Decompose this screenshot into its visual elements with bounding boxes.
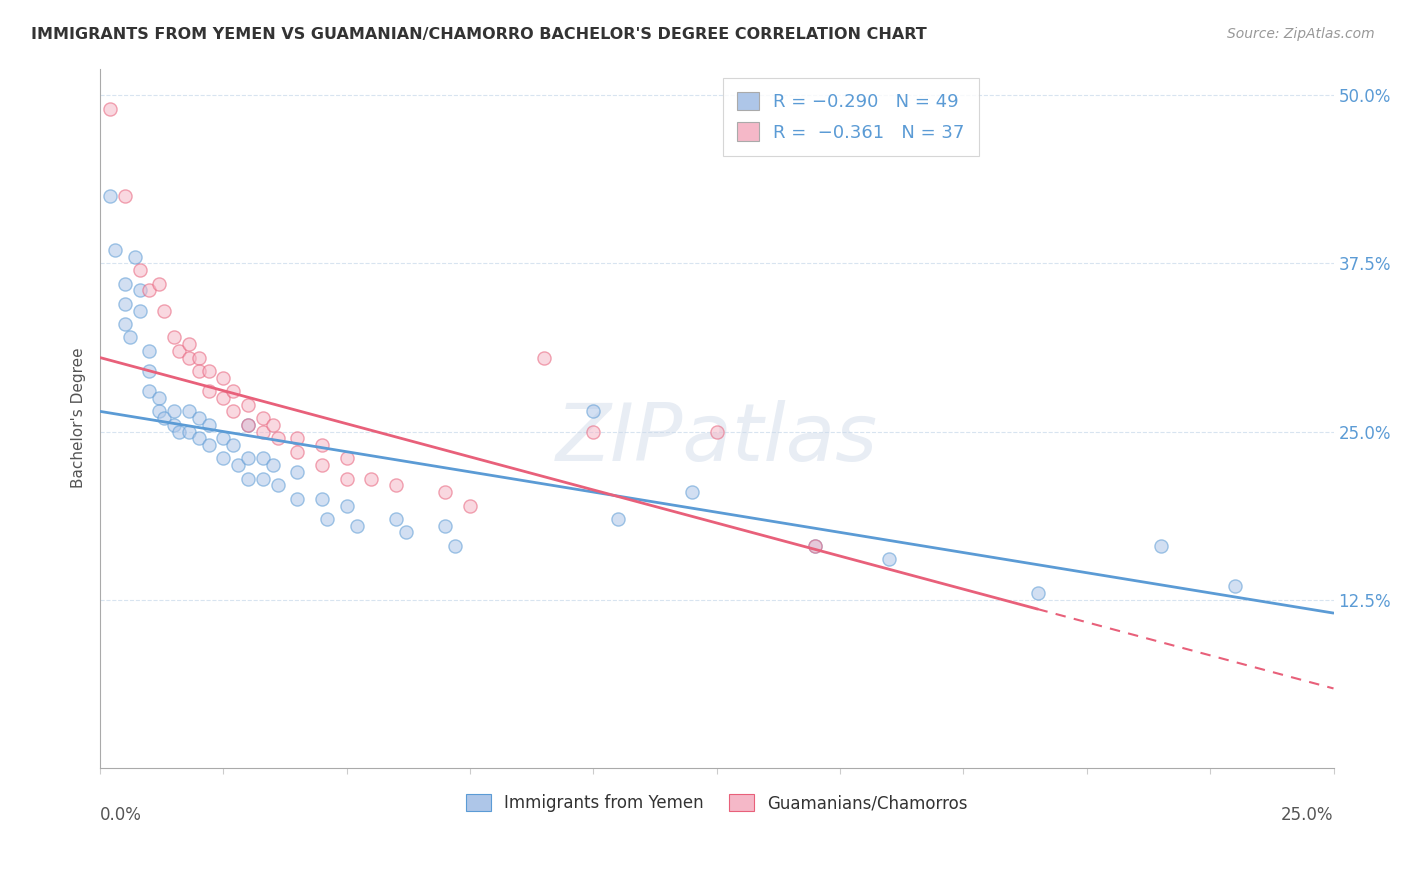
Point — [226, 458, 249, 472]
Point — [444, 539, 467, 553]
Point — [336, 472, 359, 486]
Point — [252, 425, 274, 439]
Point — [177, 425, 200, 439]
Point — [197, 384, 219, 399]
Point — [252, 411, 274, 425]
Point — [262, 458, 284, 472]
Point — [434, 485, 457, 500]
Point — [262, 417, 284, 432]
Point — [236, 451, 259, 466]
Point — [167, 425, 190, 439]
Point — [148, 277, 170, 291]
Point — [212, 391, 235, 405]
Point — [138, 343, 160, 358]
Point — [212, 371, 235, 385]
Point — [267, 478, 290, 492]
Point — [582, 425, 605, 439]
Point — [681, 485, 703, 500]
Text: 25.0%: 25.0% — [1281, 806, 1333, 824]
Point — [212, 451, 235, 466]
Point — [177, 337, 200, 351]
Point — [163, 417, 186, 432]
Point — [336, 451, 359, 466]
Point — [138, 384, 160, 399]
Point — [163, 330, 186, 344]
Point — [804, 539, 827, 553]
Point — [360, 472, 382, 486]
Point — [114, 297, 136, 311]
Point — [311, 458, 333, 472]
Point — [153, 303, 176, 318]
Point — [458, 499, 481, 513]
Point — [533, 351, 555, 365]
Point — [287, 491, 309, 506]
Point — [311, 491, 333, 506]
Point — [222, 384, 245, 399]
Point — [197, 417, 219, 432]
Point — [118, 330, 141, 344]
Point — [153, 411, 176, 425]
Point — [879, 552, 901, 566]
Point — [114, 189, 136, 203]
Point — [187, 364, 209, 378]
Point — [1150, 539, 1173, 553]
Point — [287, 465, 309, 479]
Point — [346, 518, 368, 533]
Point — [98, 189, 121, 203]
Text: IMMIGRANTS FROM YEMEN VS GUAMANIAN/CHAMORRO BACHELOR'S DEGREE CORRELATION CHART: IMMIGRANTS FROM YEMEN VS GUAMANIAN/CHAMO… — [31, 27, 927, 42]
Text: Source: ZipAtlas.com: Source: ZipAtlas.com — [1227, 27, 1375, 41]
Point — [336, 499, 359, 513]
Point — [128, 263, 150, 277]
Point — [114, 317, 136, 331]
Point — [187, 351, 209, 365]
Point — [138, 284, 160, 298]
Point — [385, 512, 408, 526]
Point — [148, 404, 170, 418]
Point — [236, 472, 259, 486]
Point — [212, 431, 235, 445]
Point — [252, 451, 274, 466]
Text: 0.0%: 0.0% — [100, 806, 142, 824]
Legend: R = −0.290   N = 49, R =  −0.361   N = 37: R = −0.290 N = 49, R = −0.361 N = 37 — [723, 78, 979, 156]
Point — [177, 404, 200, 418]
Y-axis label: Bachelor's Degree: Bachelor's Degree — [72, 348, 86, 489]
Point — [236, 417, 259, 432]
Point — [222, 404, 245, 418]
Text: ZIPatlas: ZIPatlas — [555, 401, 877, 478]
Point — [197, 364, 219, 378]
Point — [311, 438, 333, 452]
Point — [104, 243, 127, 257]
Point — [607, 512, 630, 526]
Point — [187, 411, 209, 425]
Point — [287, 431, 309, 445]
Point — [252, 472, 274, 486]
Point — [434, 518, 457, 533]
Point — [316, 512, 339, 526]
Point — [187, 431, 209, 445]
Point — [236, 398, 259, 412]
Point — [267, 431, 290, 445]
Point — [128, 284, 150, 298]
Point — [177, 351, 200, 365]
Point — [138, 364, 160, 378]
Point — [1223, 579, 1246, 593]
Point — [124, 250, 146, 264]
Point — [222, 438, 245, 452]
Point — [236, 417, 259, 432]
Point — [804, 539, 827, 553]
Point — [167, 343, 190, 358]
Point — [98, 102, 121, 116]
Point — [128, 303, 150, 318]
Point — [385, 478, 408, 492]
Point — [114, 277, 136, 291]
Point — [287, 444, 309, 458]
Point — [1026, 586, 1049, 600]
Point — [163, 404, 186, 418]
Point — [706, 425, 728, 439]
Point — [197, 438, 219, 452]
Point — [582, 404, 605, 418]
Point — [395, 525, 418, 540]
Point — [148, 391, 170, 405]
